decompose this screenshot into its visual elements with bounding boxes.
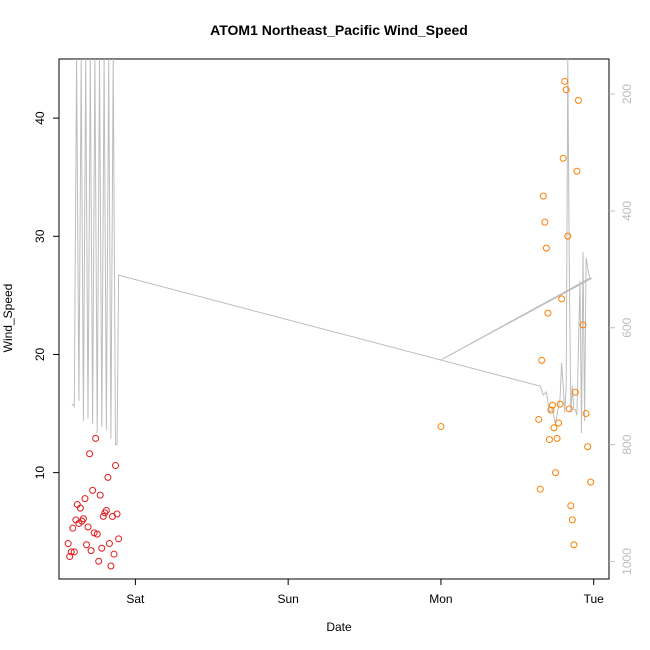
point-s1-1 <box>535 415 543 423</box>
y-tick-label-1: 20 <box>33 347 47 361</box>
point-s1-26 <box>573 167 581 175</box>
right-tick-label-3: 800 <box>620 434 634 454</box>
right-tick-label-0: 200 <box>620 84 634 104</box>
plot-frame <box>58 58 610 580</box>
chart-title: ATOM1 Northeast_Pacific Wind_Speed <box>210 22 468 38</box>
point-s1-15 <box>556 400 564 408</box>
y-axis-label: Wind_Speed <box>1 284 15 353</box>
point-s1-24 <box>570 541 578 549</box>
point-s0-15 <box>87 547 95 555</box>
point-s1-10 <box>548 401 556 409</box>
point-s0-4 <box>70 548 78 556</box>
x-tick-label-0: Sat <box>126 592 145 606</box>
point-s1-2 <box>536 485 544 493</box>
point-s1-27 <box>574 96 582 104</box>
point-s1-9 <box>547 406 555 414</box>
point-s0-0 <box>64 540 72 548</box>
point-s0-16 <box>89 486 97 494</box>
x-axis-label: Date <box>326 620 352 634</box>
point-s0-14 <box>86 450 94 458</box>
x-tick-label-2: Mon <box>429 592 452 606</box>
point-s1-3 <box>538 356 546 364</box>
point-s1-25 <box>571 388 579 396</box>
point-s0-27 <box>105 540 113 548</box>
y-tick-label-0: 10 <box>33 466 47 480</box>
point-s0-33 <box>115 535 123 543</box>
series-line-2 <box>71 58 593 446</box>
point-s0-13 <box>84 523 92 531</box>
point-s1-5 <box>541 218 549 226</box>
point-s1-4 <box>539 192 547 200</box>
y-tick-label-3: 40 <box>33 111 47 125</box>
point-s1-7 <box>544 309 552 317</box>
x-tick-label-1: Sun <box>277 592 298 606</box>
right-tick-label-4: 1000 <box>620 548 634 575</box>
point-s0-32 <box>113 510 121 518</box>
point-s0-20 <box>95 557 103 565</box>
point-s0-28 <box>107 562 115 570</box>
point-s0-18 <box>92 434 100 442</box>
x-tick-label-3: Tue <box>584 592 605 606</box>
point-s1-8 <box>545 436 553 444</box>
point-s1-12 <box>552 469 560 477</box>
bottom-axis: Sat Sun Mon Tue <box>126 579 604 606</box>
right-axis: 200 400 600 800 1000 <box>609 84 634 575</box>
point-s0-19 <box>93 530 101 538</box>
y-tick-label-2: 30 <box>33 229 47 243</box>
point-s1-20 <box>564 232 572 240</box>
point-s0-31 <box>112 462 120 470</box>
point-s1-21 <box>565 405 573 413</box>
secondary-series-line <box>71 58 593 446</box>
point-s0-23 <box>99 512 107 520</box>
left-axis: 10 20 30 40 <box>33 111 59 479</box>
point-s0-12 <box>83 541 90 549</box>
point-s0-2 <box>67 548 75 556</box>
point-s0-22 <box>98 544 106 552</box>
point-s0-11 <box>81 495 89 503</box>
point-s0-26 <box>104 473 112 481</box>
point-s0-25 <box>102 506 110 514</box>
point-s1-31 <box>587 478 595 486</box>
point-s1-0 <box>437 423 445 431</box>
point-s0-3 <box>69 524 77 532</box>
point-s0-17 <box>90 529 98 537</box>
right-tick-label-1: 400 <box>620 201 634 221</box>
point-s0-10 <box>79 515 87 523</box>
point-s0-30 <box>110 550 118 558</box>
point-s1-18 <box>561 77 569 85</box>
point-s1-30 <box>584 443 592 451</box>
point-s1-14 <box>555 419 563 427</box>
point-s1-16 <box>558 295 566 303</box>
point-s0-1 <box>66 553 74 561</box>
point-s1-28 <box>579 321 587 329</box>
point-s1-6 <box>542 244 550 252</box>
point-s1-17 <box>559 154 567 162</box>
right-tick-label-2: 600 <box>620 317 634 337</box>
point-s0-21 <box>96 491 104 499</box>
point-s1-29 <box>582 410 590 418</box>
point-s0-8 <box>76 504 84 512</box>
point-s1-19 <box>562 86 570 94</box>
point-s1-22 <box>567 502 575 510</box>
point-s1-13 <box>553 434 561 442</box>
scatter-points <box>64 77 595 570</box>
point-s1-11 <box>550 424 558 432</box>
point-s1-23 <box>568 516 576 524</box>
